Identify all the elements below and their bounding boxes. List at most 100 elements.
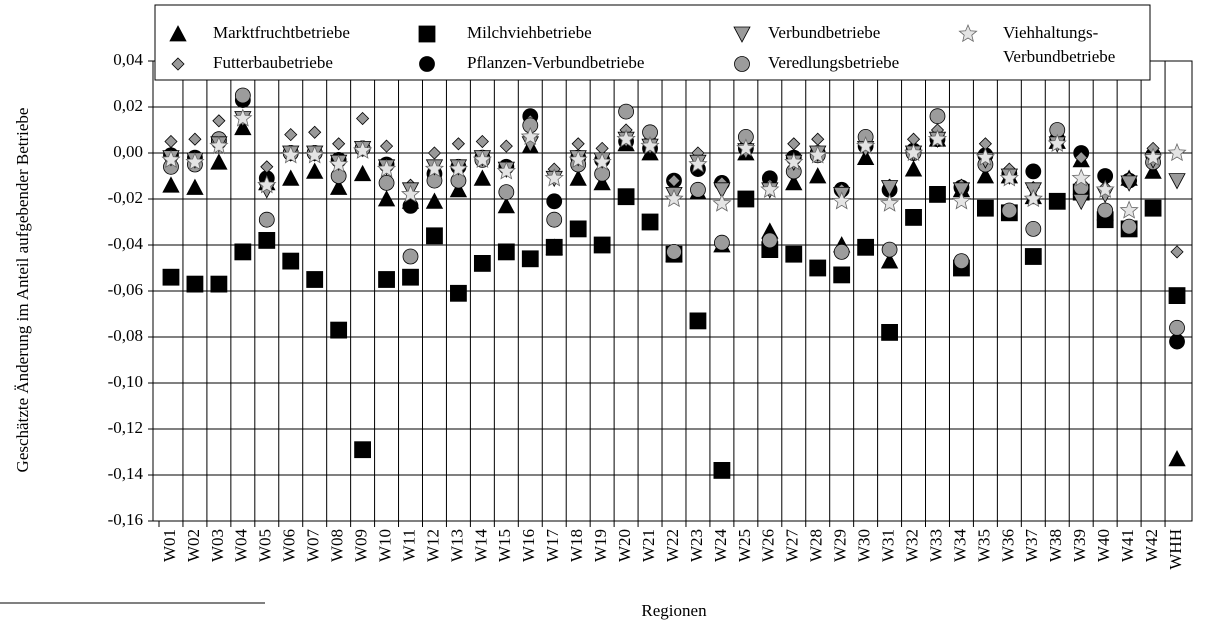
y-axis-title: Geschätzte Änderung im Anteil aufgebende…: [13, 108, 32, 473]
marker-circle: [378, 174, 395, 191]
marker-square: [497, 243, 515, 261]
x-tick-label: W12: [423, 529, 442, 562]
marker-square: [234, 243, 252, 261]
marker-square: [1048, 192, 1066, 210]
marker-square: [641, 213, 659, 231]
y-tick-label: 0,00: [113, 142, 143, 161]
marker-star: [185, 152, 205, 171]
marker-diamond: [475, 134, 489, 149]
marker-triangle: [497, 197, 515, 214]
marker-diamond: [499, 139, 513, 153]
marker-square: [186, 275, 204, 293]
x-tick-label: W19: [591, 529, 610, 562]
marker-triangle: [880, 252, 899, 269]
y-tick-label: 0,02: [113, 96, 143, 115]
legend-label: Futterbaubetriebe: [213, 53, 333, 72]
marker-triangle: [329, 178, 348, 195]
marker-square: [162, 268, 180, 286]
marker-star: [305, 145, 325, 164]
x-tick-label: W33: [926, 529, 945, 562]
x-tick-label: W31: [878, 529, 897, 562]
x-tick-label: W15: [495, 529, 514, 562]
marker-circle: [714, 234, 730, 251]
x-tick-label: W20: [615, 529, 634, 562]
x-tick-label: W39: [1070, 529, 1089, 562]
marker-square: [354, 441, 372, 459]
legend-marker: [958, 23, 978, 43]
x-tick-label: W07: [304, 529, 323, 563]
marker-square: [258, 231, 276, 249]
x-tick-label: W16: [519, 529, 538, 562]
marker-circle: [833, 243, 850, 260]
marker-circle: [498, 184, 515, 201]
marker-star: [664, 188, 684, 208]
marker-square: [857, 238, 875, 256]
y-tick-label: -0,04: [108, 234, 144, 253]
marker-star: [209, 136, 229, 155]
x-tick-label: W09: [352, 529, 371, 562]
marker-star: [808, 145, 828, 164]
y-tick-label: -0,14: [108, 464, 144, 483]
x-tick-label: W26: [759, 529, 778, 562]
marker-star: [760, 179, 780, 198]
y-tick-label: -0,06: [108, 280, 143, 299]
marker-square: [545, 238, 563, 256]
x-tick-label: WHH: [1166, 529, 1185, 570]
marker-star: [784, 152, 804, 171]
marker-circle: [1169, 333, 1185, 350]
marker-star: [688, 154, 708, 173]
marker-square: [617, 188, 635, 206]
marker-star: [640, 136, 660, 155]
marker-diamond: [164, 134, 178, 149]
marker-diamond: [284, 128, 298, 142]
marker-circle: [666, 243, 682, 260]
marker-circle: [1169, 319, 1185, 336]
marker-star: [856, 136, 876, 155]
marker-square: [521, 250, 539, 268]
x-tick-label: W40: [1094, 529, 1113, 562]
marker-square: [1024, 248, 1042, 265]
x-tick-label: W02: [184, 529, 203, 562]
y-tick-label: 0,04: [113, 50, 143, 69]
marker-square: [569, 220, 587, 238]
legend-label: Viehhaltungs-Verbundbetriebe: [1003, 23, 1115, 66]
marker-square: [402, 268, 419, 286]
marker-triangle: [593, 174, 611, 191]
marker-star: [927, 129, 948, 148]
marker-triangle-down: [952, 182, 971, 199]
marker-diamond: [212, 114, 226, 128]
marker-triangle: [186, 178, 204, 195]
marker-triangle: [569, 169, 587, 186]
marker-star: [400, 184, 421, 203]
marker-diamond: [188, 132, 202, 146]
marker-diamond: [787, 137, 801, 151]
marker-star: [520, 126, 540, 146]
marker-star: [903, 142, 924, 162]
marker-diamond: [571, 137, 585, 151]
marker-circle: [546, 211, 563, 228]
marker-circle: [1121, 218, 1138, 235]
x-tick-label: W21: [639, 529, 658, 562]
marker-square: [306, 271, 324, 288]
marker-star: [1119, 200, 1139, 219]
marker-star: [999, 168, 1019, 187]
x-tick-label: W08: [328, 529, 347, 562]
x-tick-label: W29: [831, 529, 850, 562]
legend-marker: [419, 56, 435, 72]
marker-square: [282, 252, 300, 270]
marker-triangle-down: [880, 180, 899, 197]
marker-diamond: [811, 132, 825, 146]
marker-star: [544, 168, 564, 187]
marker-star: [281, 145, 301, 164]
x-tick-label: W10: [375, 529, 394, 562]
marker-square: [378, 271, 395, 288]
marker-circle: [1025, 220, 1042, 237]
marker-circle: [1025, 163, 1042, 180]
marker-triangle: [353, 164, 372, 182]
marker-star: [592, 152, 612, 171]
x-tick-label: W27: [783, 529, 802, 563]
marker-triangle: [473, 169, 492, 186]
legend-label: Veredlungsbetriebe: [768, 53, 899, 72]
marker-star: [879, 193, 900, 212]
x-tick-label: W13: [447, 529, 466, 562]
